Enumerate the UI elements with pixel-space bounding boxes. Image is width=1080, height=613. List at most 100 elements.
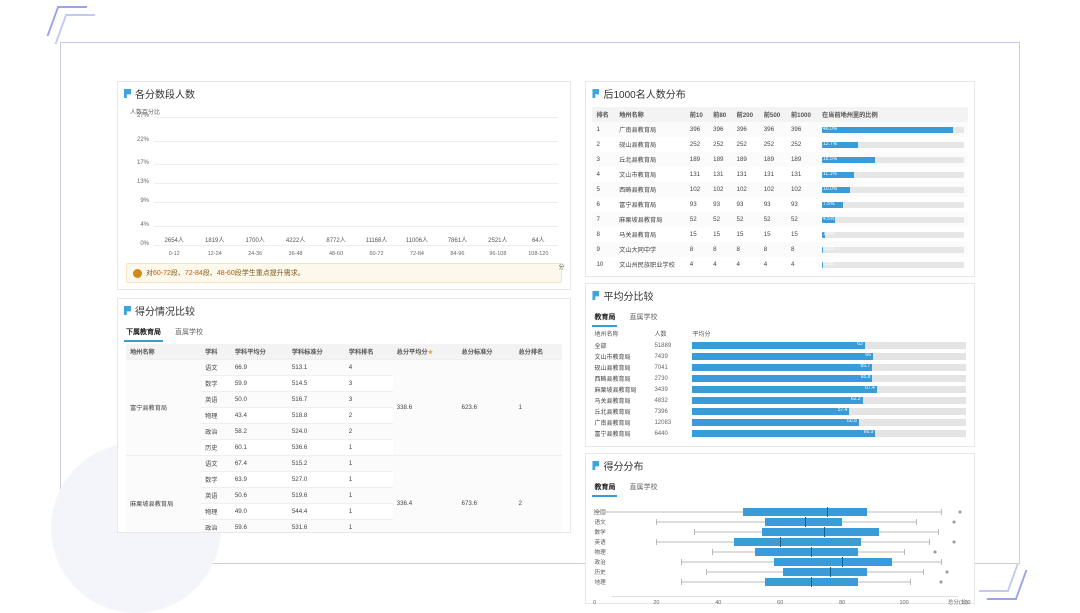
- avg-row[interactable]: 西畴县教育局 2730 65.8: [594, 374, 966, 383]
- col-header: 总分排名: [514, 344, 562, 360]
- box-series-label: 政治: [594, 558, 605, 566]
- y-tick-label: 22%: [126, 137, 152, 143]
- bar-value-label: 1819人: [205, 235, 224, 244]
- row-name: 广南县教育局: [594, 418, 650, 427]
- bar[interactable]: 1700人24-36: [235, 235, 275, 245]
- avg-row[interactable]: 麻栗坡县教育局343967.4: [594, 385, 966, 394]
- box-median: [827, 507, 828, 517]
- col-header: 学科排名: [345, 344, 393, 360]
- tab[interactable]: 下属教育局: [124, 324, 163, 342]
- avg-row[interactable]: 砚山县教育局704165.7: [594, 363, 966, 372]
- avg-row[interactable]: 全部5188963: [594, 341, 966, 350]
- tabs-score-compare: 下属教育局直属学校: [118, 322, 570, 342]
- content-frame: 各分数段人数 人数百分比 27%22%17%13%9%4%0% 2654人0-1…: [60, 42, 1020, 564]
- table-row[interactable]: 7麻栗坡县教育局52525252524.5%: [592, 212, 968, 227]
- tab[interactable]: 直属学校: [627, 309, 659, 327]
- x-tick-label: 12-24: [208, 251, 222, 257]
- avg-bar: 65.8: [692, 375, 966, 382]
- tab[interactable]: 教育局: [592, 309, 617, 327]
- avg-row[interactable]: 广南县教育局1208360.8: [594, 418, 966, 427]
- table-row[interactable]: 8马关县教育局15151515151.0%: [592, 227, 968, 242]
- avg-row[interactable]: 丘北县教育局 7396 57.4: [594, 407, 966, 416]
- progress-bar: 10.0%: [822, 187, 964, 193]
- panel-score-compare: 得分情况比较 下属教育局直属学校 地州名称学科学科平均分学科标准分学科排名总分平…: [117, 298, 571, 533]
- box-median: [824, 527, 825, 537]
- x-tick-label: 60-72: [369, 251, 383, 257]
- avg-bar: 65.7: [692, 364, 966, 371]
- table-row[interactable]: 3丘北县教育局18918918918918918.5%: [592, 152, 968, 167]
- x-tick-label: 40: [715, 600, 721, 606]
- table-row[interactable]: 9文山大同中学888880.5%: [592, 242, 968, 257]
- table-row[interactable]: 4文山市教育局13113113113113111.1%: [592, 167, 968, 182]
- bar[interactable]: 1819人12-24: [194, 235, 234, 245]
- row-count: 7396: [654, 409, 688, 415]
- bar[interactable]: 8772人48-60: [316, 235, 356, 245]
- table-row[interactable]: 6富宁县教育局93939393937.5%: [592, 197, 968, 212]
- box-iqr[interactable]: [734, 538, 861, 546]
- row-count: 7439: [654, 354, 688, 360]
- panel-score-histogram: 各分数段人数 人数百分比 27%22%17%13%9%4%0% 2654人0-1…: [117, 81, 571, 290]
- box-outlier: [958, 511, 961, 514]
- bar-value-label: 2654人: [165, 235, 184, 244]
- row-count: 6440: [654, 431, 688, 437]
- row-count: 7041: [654, 365, 688, 371]
- box-iqr[interactable]: [755, 548, 857, 556]
- box-iqr[interactable]: [783, 568, 867, 576]
- row-name: 丘北县教育局: [594, 407, 650, 416]
- avg-bar: 57.4: [692, 408, 966, 415]
- box-iqr[interactable]: [774, 558, 892, 566]
- avg-row[interactable]: 文山市教育局743966: [594, 352, 966, 361]
- tab[interactable]: 教育局: [592, 479, 617, 497]
- avg-row[interactable]: 富宁县教育局644066.9: [594, 429, 966, 438]
- box-series-label: 数学: [594, 528, 605, 536]
- flag-icon: [592, 89, 599, 98]
- table-row[interactable]: 富宁县教育局语文66.9513.14338.6623.61: [126, 360, 562, 376]
- group-name-cell: 麻栗坡县教育局: [126, 456, 201, 534]
- table-top1000: 排名地州名称前10前80前200前500前1000在当前地州里的比例1广南县教育…: [592, 107, 968, 272]
- box-median: [805, 517, 806, 527]
- box-iqr[interactable]: [762, 528, 880, 536]
- bar[interactable]: 4222人36-48: [275, 235, 315, 245]
- row-name: 马关县教育局: [594, 396, 650, 405]
- row-count: 2730: [654, 376, 688, 382]
- table-row[interactable]: 1广南县教育局39639639639639646.0%: [592, 122, 968, 137]
- bar[interactable]: 2654人0-12: [154, 235, 194, 245]
- bar[interactable]: 2521人96-108: [478, 235, 518, 245]
- table-row[interactable]: 5西畴县教育局10210210210210210.0%: [592, 182, 968, 197]
- progress-bar: 11.1%: [822, 172, 964, 178]
- box-outlier: [946, 571, 949, 574]
- y-tick-label: 27%: [126, 113, 152, 119]
- col-header: 地州名称: [594, 329, 650, 338]
- x-tick-label: 108-120: [528, 251, 548, 257]
- row-name: 全部: [594, 341, 650, 350]
- boxplot: 总分(分) 020406080100120全国语文数学英语物理政治历史地理: [594, 501, 966, 597]
- bar[interactable]: 11006人72-84: [397, 235, 437, 245]
- col-header: 在当前地州里的比例: [818, 107, 968, 122]
- panel-box-dist: 得分分布 教育局直属学校 总分(分) 020406080100120全国语文数学…: [585, 453, 975, 604]
- bar[interactable]: 7861人84-96: [437, 235, 477, 245]
- box-iqr[interactable]: [743, 508, 867, 516]
- table-row[interactable]: 麻栗坡县教育局语文67.4515.21336.4673.62: [126, 456, 562, 472]
- bar[interactable]: 11168人60-72: [356, 235, 396, 245]
- tab[interactable]: 直属学校: [627, 479, 659, 497]
- bar[interactable]: 64人108-120: [518, 235, 558, 245]
- bar-value-label: 7861人: [448, 235, 467, 244]
- x-tick-label: 84-96: [450, 251, 464, 257]
- x-tick-label: 24-36: [248, 251, 262, 257]
- x-tick-label: 20: [653, 600, 659, 606]
- y-tick-label: 17%: [126, 160, 152, 166]
- avg-header: 地州名称 人数 平均分: [594, 329, 966, 338]
- table-row[interactable]: 10文山州民族职业学校444440.3%: [592, 257, 968, 272]
- flag-icon: [592, 461, 599, 470]
- progress-bar: 18.5%: [822, 157, 964, 163]
- tab[interactable]: 直属学校: [173, 324, 205, 342]
- avg-bar: 67.4: [692, 386, 966, 393]
- box-iqr[interactable]: [765, 518, 842, 526]
- x-tick-label: 60: [777, 600, 783, 606]
- col-header: 前200: [733, 107, 760, 122]
- bar-value-label: 8772人: [326, 235, 345, 244]
- chart-note-text: 对60-72段、72-84段、48-60段学生重点提升需求。: [146, 268, 305, 278]
- table-row[interactable]: 2砚山县教育局25225225225225212.7%: [592, 137, 968, 152]
- avg-row[interactable]: 马关县教育局483262.2: [594, 396, 966, 405]
- row-name: 西畴县教育局: [594, 374, 650, 383]
